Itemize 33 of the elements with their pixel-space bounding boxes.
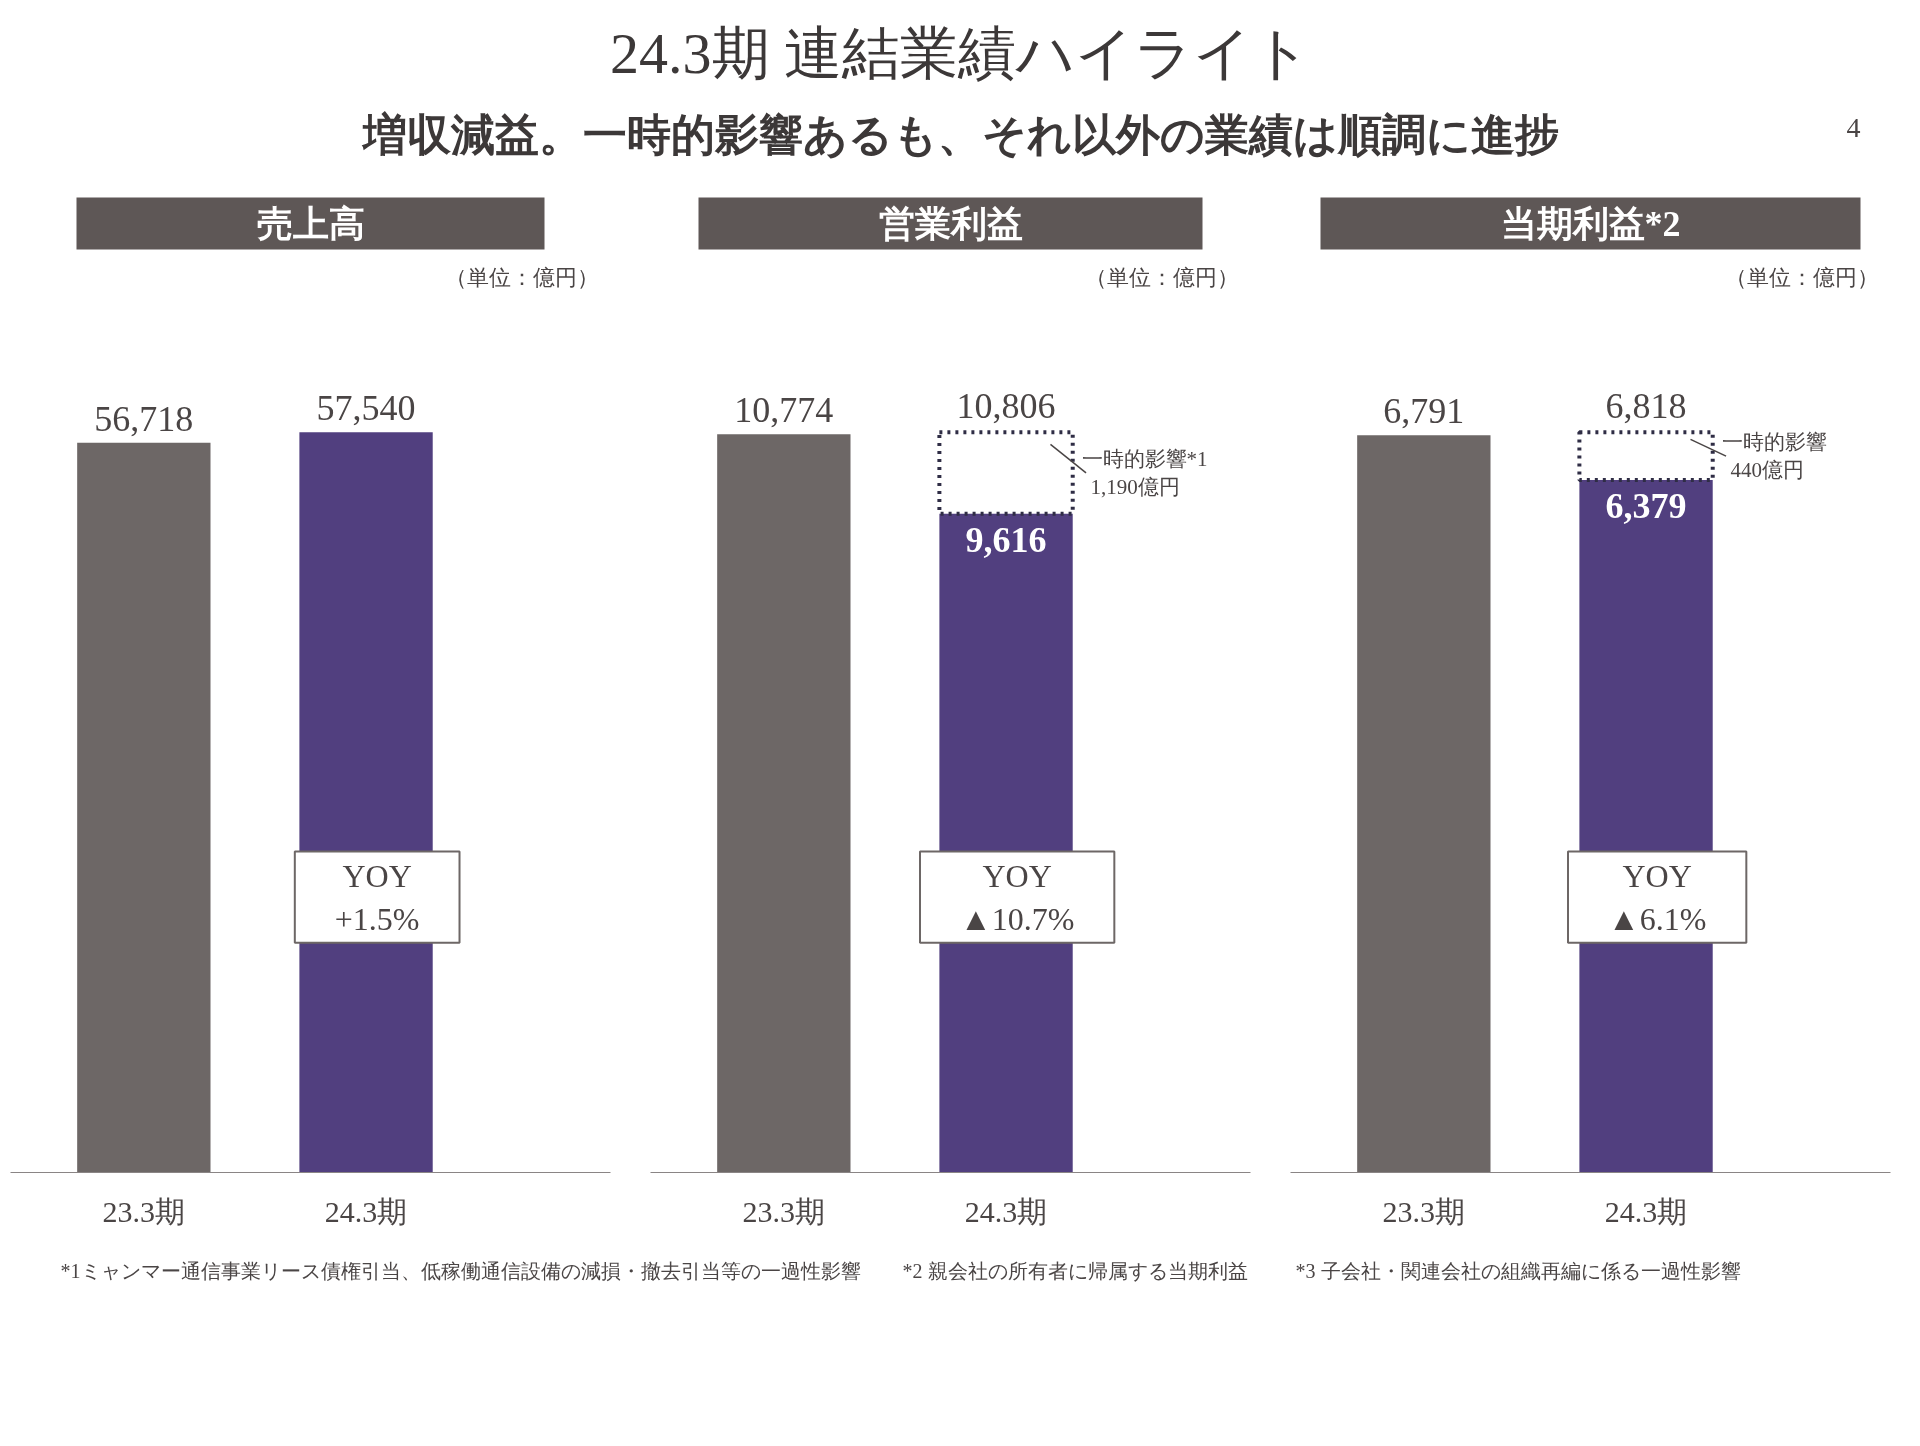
x-tick-label: 23.3期 [1382, 1194, 1466, 1228]
x-tick-label: 23.3期 [102, 1194, 186, 1228]
data-label: 6,791 [1383, 391, 1465, 432]
text: 4 [1846, 111, 1861, 143]
data-label: 57,540 [316, 388, 416, 429]
text: （単位：億円） [445, 264, 600, 290]
series-label: 一時的影響 [1721, 430, 1827, 455]
text: *1ミャンマー通信事業リース債権引当、低稼働通信設備の減損・撤去引当等の一過性影響 [60, 1259, 861, 1282]
data-label: 1,190億円 [1090, 474, 1180, 499]
series-label: 一時的影響*1 [1081, 446, 1208, 471]
x-tick-label: 24.3期 [1604, 1194, 1688, 1228]
text: *2 親会社の所有者に帰属する当期利益 [902, 1259, 1248, 1282]
annotation: YOY ▲10.7% [960, 857, 1075, 937]
x-tick-label: 24.3期 [964, 1194, 1048, 1228]
text: （単位：億円） [1725, 264, 1880, 290]
chart-title: 当期利益*2 [1500, 203, 1681, 244]
data-label: 6,379 [1605, 485, 1687, 526]
text: （単位：億円） [1085, 264, 1240, 290]
chart-title: 売上高 [256, 203, 365, 244]
text: 24.3期 連結業績ハイライト [610, 20, 1311, 86]
data-label: 9,616 [965, 519, 1047, 560]
data-label: 56,718 [94, 398, 194, 439]
x-tick-label: 23.3期 [742, 1194, 826, 1228]
annotation: YOY ▲6.1% [1608, 857, 1707, 937]
total-label: 10,806 [956, 386, 1056, 427]
text: 増収減益。一時的影響あるも、それ以外の業績は順調に進捗 [360, 110, 1559, 160]
total-label: 6,818 [1605, 386, 1687, 427]
x-tick-label: 24.3期 [324, 1194, 408, 1228]
annotation: YOY +1.5% [334, 857, 420, 937]
data-label: 440億円 [1730, 458, 1804, 483]
chart-title: 営業利益 [878, 203, 1023, 244]
text: *3 子会社・関連会社の組織再編に係る一過性影響 [1295, 1259, 1741, 1282]
data-label: 10,774 [734, 390, 834, 431]
